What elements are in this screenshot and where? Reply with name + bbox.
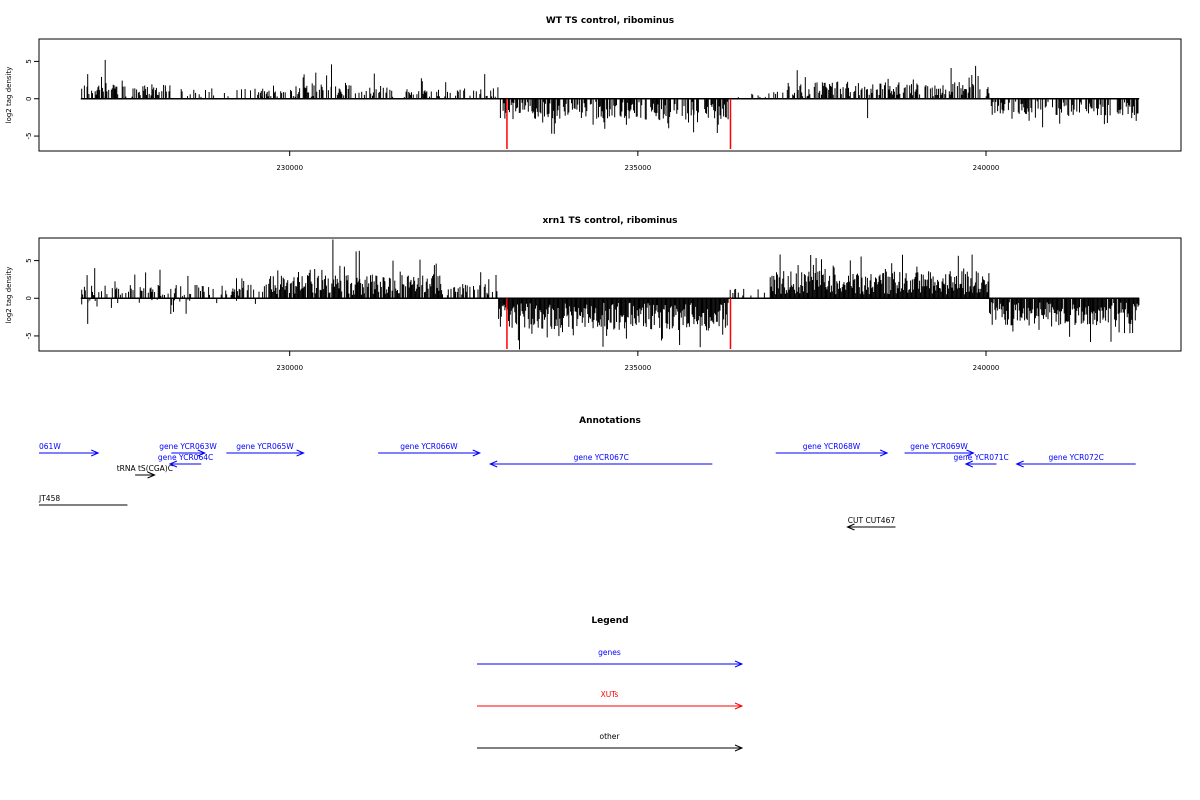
- plot-frame: [38, 38, 1182, 152]
- arrow-head: [168, 460, 178, 468]
- annotations-title: Annotations: [579, 416, 641, 426]
- annotation-features: 061W gene YCR063W gene YCR064C tRNA tS(CGA)…: [38, 442, 1136, 531]
- y-axis: -5 0 5: [25, 59, 39, 140]
- feature-label: gene YCR069W: [910, 442, 968, 451]
- arrow-head: [879, 449, 889, 457]
- arrow-head: [964, 460, 974, 468]
- y-tick-label: -5: [25, 332, 33, 339]
- signal-bars: [81, 239, 1140, 350]
- y-axis: -5 0 5: [25, 258, 39, 339]
- arrow-head: [90, 449, 100, 457]
- legend-label: genes: [598, 648, 621, 657]
- x-tick-label: 230000: [276, 364, 303, 372]
- y-tick-label: 0: [25, 96, 33, 100]
- feature-label: gene YCR071C: [953, 453, 1008, 462]
- x-axis: 230000 235000 240000: [276, 151, 999, 172]
- arrow-head: [734, 660, 744, 668]
- annotation-feature: gene YCR066W: [378, 442, 482, 457]
- x-tick-label: 235000: [624, 364, 651, 372]
- x-axis: 230000 235000 240000: [276, 351, 999, 372]
- feature-label: 061W: [39, 442, 61, 451]
- feature-label: gene YCR065W: [236, 442, 294, 451]
- y-tick-label: 5: [25, 258, 33, 262]
- feature-label: tRNA tS(CGA)C: [117, 464, 173, 473]
- feature-label: JT458: [38, 494, 60, 503]
- feature-label: gene YCR072C: [1049, 453, 1104, 462]
- arrow-head: [296, 449, 305, 457]
- x-tick-label: 240000: [973, 164, 1000, 172]
- y-tick-label: 5: [25, 59, 33, 63]
- legend-entry: genes: [477, 648, 744, 668]
- annotation-feature: gene YCR068W: [775, 442, 889, 457]
- annotations-panel: Annotations 061W gene YCR063W gene YCR064C…: [38, 416, 1136, 531]
- feature-label: gene YCR066W: [400, 442, 458, 451]
- legend: Legend genes XUTs other: [477, 616, 744, 752]
- panel-title: WT TS control, ribominus: [546, 16, 674, 26]
- annotation-feature: 061W: [39, 442, 100, 457]
- feature-label: gene YCR064C: [158, 453, 213, 462]
- arrow-head: [846, 523, 855, 531]
- track-panel-wt: WT TS control, ribominus log2 tag densit…: [5, 16, 1182, 172]
- annotation-feature: gene YCR069W: [904, 442, 975, 457]
- arrow-head: [147, 471, 156, 479]
- track-panel-xrn1: xrn1 TS control, ribominus log2 tag dens…: [5, 216, 1182, 372]
- feature-label: gene YCR068W: [803, 442, 861, 451]
- annotation-feature: gene YCR067C: [488, 453, 713, 468]
- arrow-head: [734, 702, 744, 710]
- legend-entry: XUTs: [477, 690, 744, 710]
- arrow-head: [966, 449, 975, 457]
- y-axis-label: log2 tag density: [5, 267, 13, 324]
- highlight-bars: [506, 98, 732, 149]
- plot-frame: [38, 237, 1182, 352]
- legend-entry: other: [477, 732, 744, 752]
- arrow-head: [734, 744, 744, 752]
- arrow-head: [488, 460, 498, 468]
- annotation-feature: gene YCR072C: [1015, 453, 1136, 468]
- x-tick-label: 240000: [973, 364, 1000, 372]
- annotation-feature: gene YCR064C: [158, 453, 213, 468]
- panel-title: xrn1 TS control, ribominus: [542, 216, 677, 226]
- arrow-head: [197, 449, 206, 457]
- legend-label: XUTs: [601, 690, 619, 699]
- feature-label: gene YCR067C: [574, 453, 629, 462]
- feature-label: CUT CUT467: [848, 516, 896, 525]
- x-tick-label: 235000: [624, 164, 651, 172]
- legend-label: other: [600, 732, 621, 741]
- highlight-bars: [506, 298, 732, 349]
- legend-entries: genes XUTs other: [477, 648, 744, 752]
- arrow-head: [472, 449, 482, 457]
- y-tick-label: -5: [25, 133, 33, 140]
- x-tick-label: 230000: [276, 164, 303, 172]
- legend-title: Legend: [591, 616, 628, 626]
- annotation-feature: gene YCR065W: [226, 442, 305, 457]
- annotation-feature: CUT CUT467: [846, 516, 896, 531]
- feature-label: gene YCR063W: [159, 442, 217, 451]
- annotation-feature: JT458: [38, 494, 128, 506]
- annotation-feature: gene YCR063W: [159, 442, 217, 457]
- annotation-feature: tRNA tS(CGA)C: [117, 464, 173, 479]
- signal-bars: [81, 59, 1139, 134]
- annotation-feature: gene YCR071C: [953, 453, 1009, 468]
- y-tick-label: 0: [25, 296, 33, 300]
- y-axis-label: log2 tag density: [5, 67, 13, 124]
- arrow-head: [1015, 460, 1024, 468]
